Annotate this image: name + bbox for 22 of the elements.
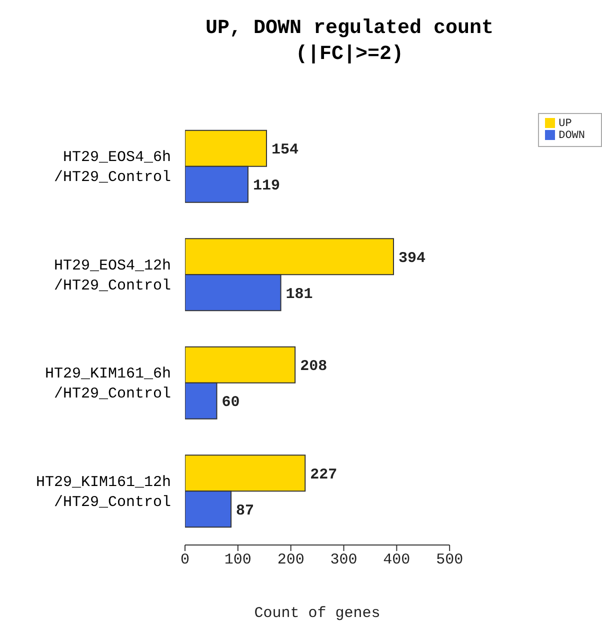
data-label: 208 bbox=[300, 358, 328, 376]
data-label: 60 bbox=[222, 394, 240, 412]
x-axis-title: Count of genes bbox=[254, 605, 380, 622]
data-label: 227 bbox=[310, 466, 338, 484]
data-label: 119 bbox=[252, 178, 280, 195]
legend-label: DOWN bbox=[558, 130, 585, 142]
data-label: 87 bbox=[236, 502, 254, 520]
y-tick-label: HT29_EOS4_12h /HT29_Control bbox=[54, 257, 171, 294]
y-tick-label: HT29_EOS4_6h /HT29_Control bbox=[54, 149, 171, 186]
y-tick-label: HT29_KIM161_12h /HT29_Control bbox=[36, 474, 171, 511]
x-tick-label: 400 bbox=[383, 552, 410, 569]
x-tick-label: 200 bbox=[277, 552, 304, 569]
x-tick-label: 100 bbox=[224, 552, 252, 569]
y-tick-label: HT29_KIM161_6h /HT29_Control bbox=[44, 366, 171, 403]
legend-label: UP bbox=[558, 118, 572, 130]
data-label: 154 bbox=[271, 142, 299, 159]
chart-title: UP, DOWN regulated count (|FC|>=2) bbox=[204, 16, 495, 68]
data-label: 394 bbox=[398, 250, 426, 267]
x-tick-label: 500 bbox=[436, 552, 464, 569]
x-tick-label: 300 bbox=[330, 552, 358, 569]
data-label: 181 bbox=[286, 286, 313, 303]
x-tick-label: 0 bbox=[180, 552, 190, 569]
